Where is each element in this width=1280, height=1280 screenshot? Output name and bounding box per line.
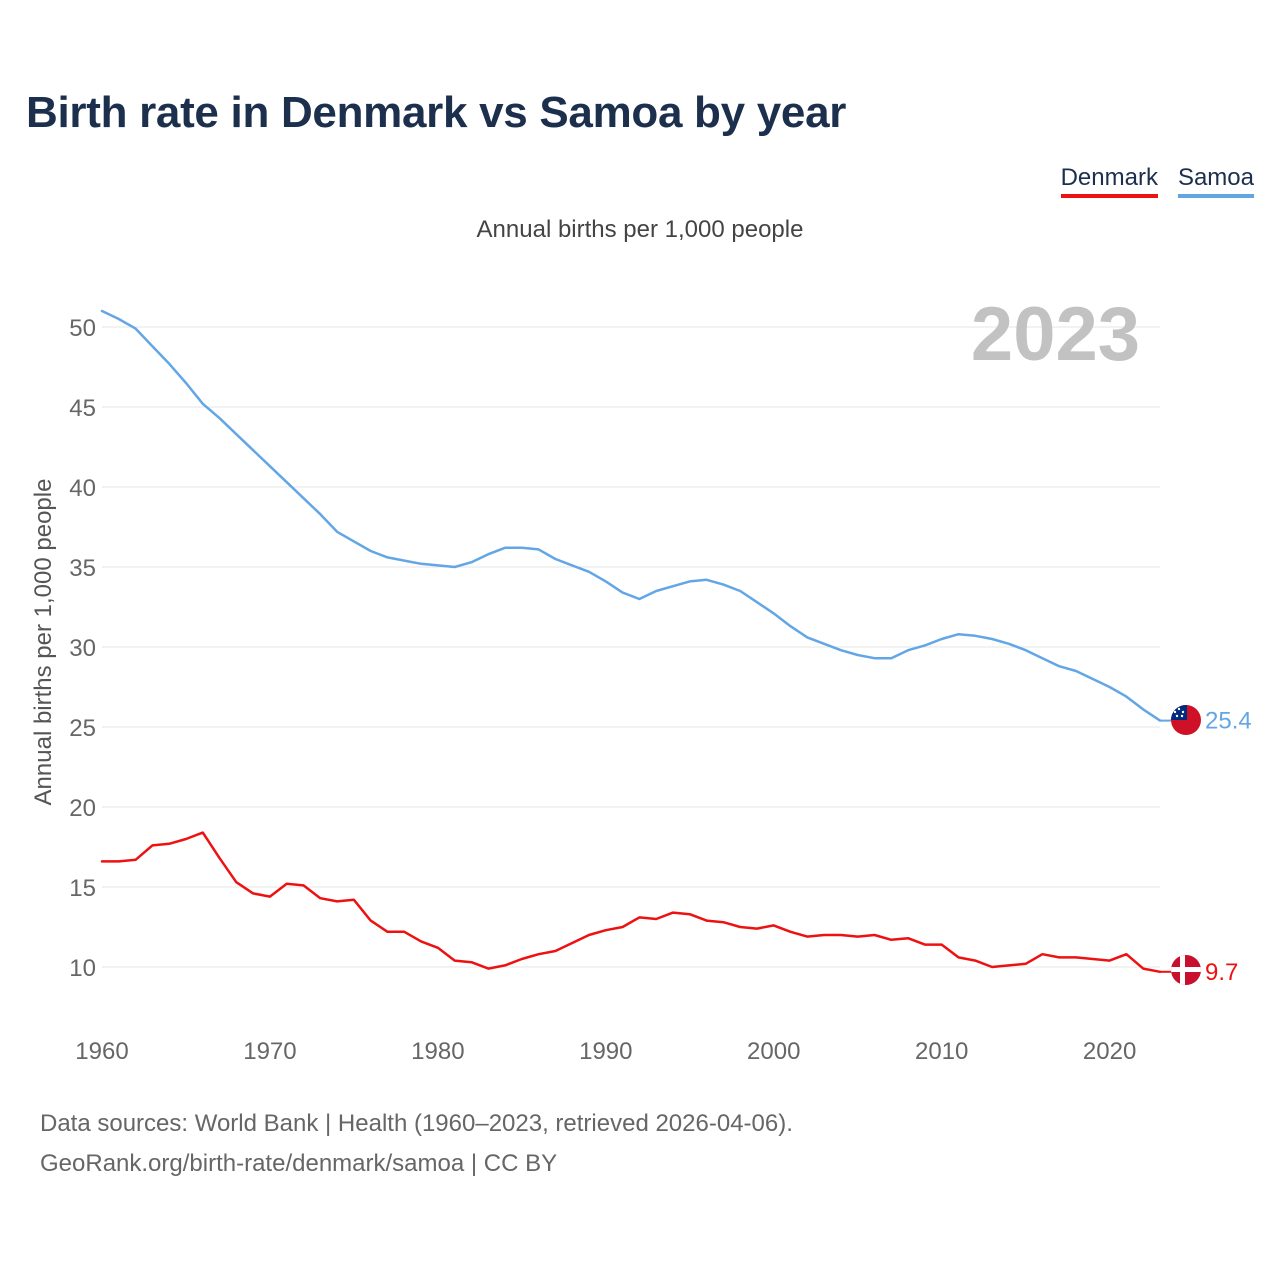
- x-tick-label: 1960: [75, 1038, 128, 1065]
- y-tick-label: 10: [69, 955, 96, 982]
- footer-source: Data sources: World Bank | Health (1960–…: [40, 1110, 793, 1137]
- x-tick-label: 2000: [747, 1038, 800, 1065]
- x-tick-label: 1990: [579, 1038, 632, 1065]
- footer: Data sources: World Bank | Health (1960–…: [40, 1104, 793, 1184]
- y-tick-label: 30: [69, 635, 96, 662]
- x-tick-label: 2020: [1083, 1038, 1136, 1065]
- y-tick-label: 25: [69, 715, 96, 742]
- y-tick-label: 45: [69, 395, 96, 422]
- series-line-samoa: [100, 309, 1162, 722]
- y-tick-label: 40: [69, 475, 96, 502]
- end-labels: 25.4 9.7: [1205, 708, 1252, 986]
- x-tick-label: 1980: [411, 1038, 464, 1065]
- end-label-samoa: 25.4: [1205, 708, 1252, 735]
- y-tick-label: 20: [69, 795, 96, 822]
- legend: Denmark Samoa: [1060, 164, 1254, 198]
- y-axis-label: Annual births per 1,000 people: [30, 479, 57, 806]
- y-tick-label: 35: [69, 555, 96, 582]
- end-label-denmark: 9.7: [1205, 959, 1238, 986]
- denmark-flag-icon: [1171, 955, 1201, 985]
- series-line-denmark: [100, 831, 1162, 974]
- chart-subtitle: Annual births per 1,000 people: [476, 216, 804, 243]
- year-watermark: 2023: [971, 292, 1140, 377]
- y-tick-label: 50: [69, 315, 96, 342]
- series-lines: [100, 309, 1171, 974]
- chart-title: Birth rate in Denmark vs Samoa by year: [26, 88, 847, 137]
- x-tick-label: 1970: [243, 1038, 296, 1065]
- legend-item-denmark[interactable]: Denmark: [1060, 164, 1158, 198]
- samoa-flag-icon: [1171, 705, 1201, 735]
- y-axis-ticks: 10 15 20 25 30 35 40 45 50: [69, 315, 96, 982]
- x-tick-label: 2010: [915, 1038, 968, 1065]
- y-tick-label: 15: [69, 875, 96, 902]
- grid-lines: [102, 326, 1160, 968]
- legend-item-samoa[interactable]: Samoa: [1177, 164, 1254, 198]
- footer-url: GeoRank.org/birth-rate/denmark/samoa | C…: [40, 1150, 558, 1177]
- x-axis-ticks: 1960 1970 1980 1990 2000 2010 2020: [75, 1038, 1136, 1065]
